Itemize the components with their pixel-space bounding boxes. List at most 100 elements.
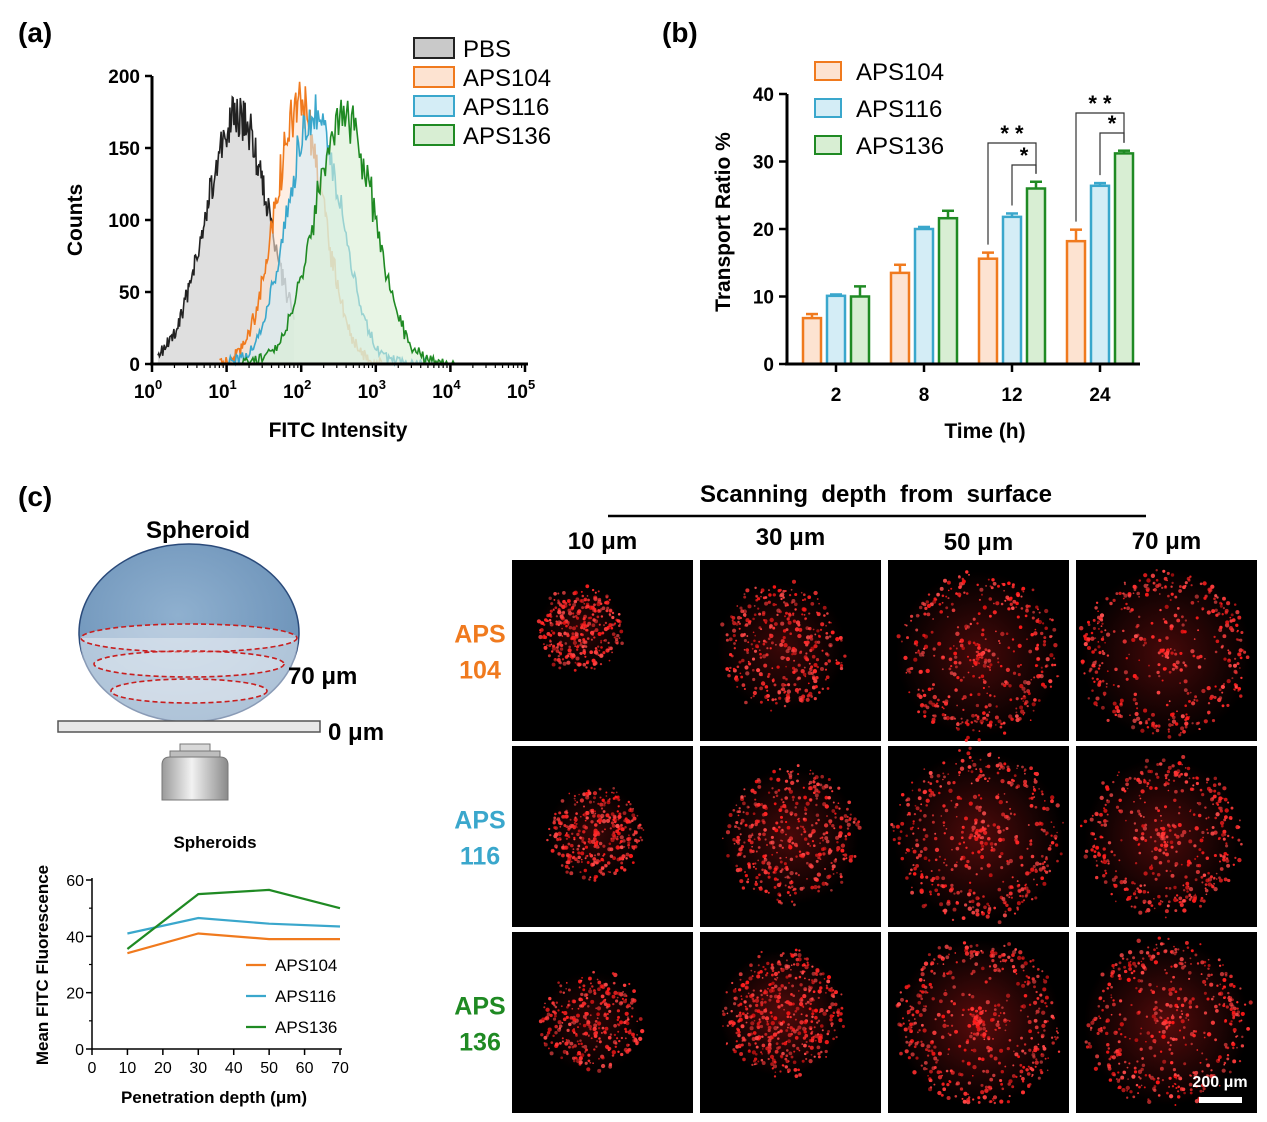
fluorescence-speck	[781, 846, 784, 849]
fluorescence-speck	[783, 691, 786, 694]
fluorescence-speck	[554, 1005, 558, 1009]
fluorescence-speck	[958, 575, 961, 578]
fluorescence-speck	[593, 991, 597, 995]
fluorescence-speck	[1189, 575, 1192, 578]
fluorescence-speck	[892, 825, 896, 829]
fluorescence-speck	[1219, 971, 1225, 977]
fluorescence-speck	[1207, 701, 1211, 705]
fluorescence-speck	[752, 1059, 756, 1063]
fluorescence-speck	[769, 994, 773, 998]
fluorescence-speck	[1243, 650, 1247, 654]
fluorescence-speck	[956, 704, 958, 707]
fluorescence-speck	[577, 844, 581, 848]
fluorescence-speck	[1231, 677, 1234, 680]
fluorescence-speck	[1055, 1030, 1058, 1033]
fluorescence-speck	[1240, 1011, 1245, 1016]
significance-bracket	[1099, 132, 1125, 176]
x-tick-exponent: 3	[379, 377, 386, 392]
fluorescence-speck	[603, 853, 606, 856]
fluorescence-speck	[574, 816, 577, 819]
fluorescence-speck	[804, 807, 808, 812]
fluorescence-speck	[1164, 848, 1168, 852]
fluorescence-speck	[906, 813, 909, 816]
objective-lens-icon	[161, 756, 229, 801]
fluorescence-speck	[785, 833, 787, 836]
fluorescence-speck	[592, 857, 597, 861]
fluorescence-speck	[747, 1033, 751, 1037]
fluorescence-speck	[1178, 775, 1181, 778]
depth-top-label: 70 μm	[288, 663, 357, 690]
fluorescence-speck	[1079, 626, 1084, 631]
fluorescence-speck	[576, 648, 579, 651]
fluorescence-speck	[627, 841, 631, 845]
y-tick-label: 40	[753, 85, 774, 106]
fluorescence-speck	[1232, 1059, 1237, 1064]
fluorescence-speck	[808, 978, 811, 981]
fluorescence-speck	[583, 841, 587, 845]
fluorescence-speck	[538, 634, 543, 640]
fluorescence-speck	[633, 844, 638, 849]
fluorescence-speck	[1016, 906, 1019, 909]
fluorescence-speck	[1032, 965, 1035, 968]
fluorescence-speck	[930, 963, 933, 966]
fluorescence-speck	[745, 1007, 749, 1011]
fluorescence-speck	[768, 589, 770, 591]
fluorescence-speck	[941, 1074, 944, 1077]
fluorescence-speck	[605, 813, 610, 818]
fluorescence-speck	[607, 641, 610, 645]
fluorescence-speck	[1219, 867, 1224, 871]
fluorescence-speck	[1160, 836, 1164, 841]
fluorescence-speck	[827, 874, 832, 879]
fluorescence-speck	[980, 593, 984, 596]
fluorescence-speck	[789, 870, 794, 876]
fluorescence-speck	[1148, 664, 1150, 667]
fluorescence-speck	[735, 1031, 739, 1035]
fluorescence-speck	[759, 656, 763, 659]
fluorescence-speck	[932, 599, 937, 604]
fluorescence-speck	[1145, 758, 1149, 763]
fluorescence-speck	[767, 1049, 771, 1053]
fluorescence-speck	[748, 662, 752, 666]
fluorescence-speck	[543, 634, 546, 637]
fluorescence-speck	[899, 991, 902, 994]
fluorescence-speck	[548, 596, 552, 600]
fluorescence-speck	[757, 859, 760, 862]
fluorescence-speck	[975, 768, 978, 771]
fluorescence-speck	[582, 1032, 585, 1036]
fluorescence-speck	[1182, 908, 1187, 913]
fluorescence-speck	[777, 996, 780, 999]
fluorescence-speck	[1227, 801, 1230, 804]
fluorescence-speck	[606, 987, 611, 991]
fluorescence-speck	[920, 870, 922, 873]
fluorescence-speck	[917, 688, 920, 691]
fluorescence-speck	[952, 672, 957, 677]
fluorescence-speck	[573, 821, 576, 825]
fluorescence-speck	[1062, 821, 1064, 824]
fluorescence-speck	[962, 695, 967, 700]
fluorescence-speck	[1117, 1071, 1120, 1074]
fluorescence-speck	[785, 975, 789, 979]
fluorescence-speck	[1114, 705, 1119, 710]
fluorescence-speck	[1019, 683, 1024, 689]
fluorescence-speck	[917, 650, 921, 654]
fluorescence-speck	[1040, 828, 1043, 831]
fluorescence-speck	[579, 599, 583, 603]
fluorescence-speck	[732, 628, 737, 633]
fluorescence-speck	[1180, 714, 1185, 719]
fluorescence-speck	[1019, 1009, 1022, 1012]
fluorescence-speck	[616, 996, 619, 999]
fluorescence-speck	[733, 647, 736, 649]
fluorescence-speck	[600, 816, 603, 819]
fluorescence-speck	[1225, 858, 1230, 863]
fluorescence-speck	[1026, 889, 1031, 894]
fluorescence-speck	[1171, 712, 1175, 716]
fluorescence-speck	[744, 871, 746, 873]
fluorescence-speck	[943, 1019, 946, 1022]
fluorescence-speck	[766, 972, 769, 975]
fluorescence-speck	[617, 1050, 620, 1053]
fluorescence-speck	[988, 685, 990, 688]
fluorescence-speck	[1033, 796, 1035, 798]
fluorescence-speck	[926, 603, 932, 609]
fluorescence-speck	[544, 1002, 546, 1005]
fluorescence-speck	[585, 1021, 591, 1027]
